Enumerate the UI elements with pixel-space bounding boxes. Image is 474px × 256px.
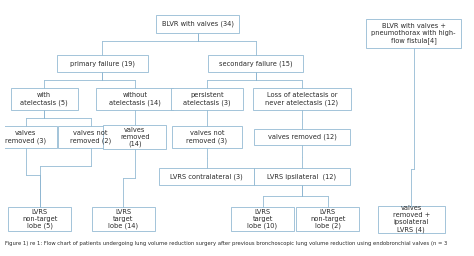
FancyBboxPatch shape: [208, 55, 303, 72]
Text: LVRS
target
lobe (14): LVRS target lobe (14): [108, 209, 138, 229]
Text: primary failure (19): primary failure (19): [70, 60, 135, 67]
Text: BLVR with valves +
pneumothorax with high-
flow fistula[4]: BLVR with valves + pneumothorax with hig…: [371, 23, 456, 44]
FancyBboxPatch shape: [296, 207, 359, 231]
Text: LVRS contralateral (3): LVRS contralateral (3): [171, 173, 243, 180]
FancyBboxPatch shape: [171, 88, 243, 110]
Text: valves
removed
(14): valves removed (14): [120, 127, 150, 147]
Text: LVRS
target
lobe (10): LVRS target lobe (10): [247, 209, 278, 229]
Text: Figure 1) re 1: Flow chart of patients undergoing lung volume reduction surgery : Figure 1) re 1: Flow chart of patients u…: [5, 241, 447, 246]
Text: valves not
removed (2): valves not removed (2): [70, 130, 111, 144]
FancyBboxPatch shape: [57, 55, 147, 72]
FancyBboxPatch shape: [58, 126, 123, 148]
FancyBboxPatch shape: [92, 207, 155, 231]
FancyBboxPatch shape: [172, 126, 242, 148]
Text: valves not
removed (3): valves not removed (3): [186, 130, 228, 144]
Text: LVRS ipsilateral  (12): LVRS ipsilateral (12): [267, 173, 337, 180]
Text: with
atelectasis (5): with atelectasis (5): [20, 92, 68, 106]
FancyBboxPatch shape: [377, 206, 445, 233]
Text: without
atelectasis (14): without atelectasis (14): [109, 92, 161, 106]
FancyBboxPatch shape: [231, 207, 294, 231]
Text: LVRS
non-target
lobe (2): LVRS non-target lobe (2): [310, 209, 345, 229]
Text: LVRS
non-target
lobe (5): LVRS non-target lobe (5): [22, 209, 57, 229]
Text: persistent
atelectasis (3): persistent atelectasis (3): [183, 92, 231, 106]
Text: secondary failure (15): secondary failure (15): [219, 60, 292, 67]
FancyBboxPatch shape: [255, 129, 350, 145]
Text: valves
removed (3): valves removed (3): [5, 130, 46, 144]
FancyBboxPatch shape: [0, 126, 57, 148]
FancyBboxPatch shape: [159, 168, 255, 185]
Text: valves removed (12): valves removed (12): [268, 134, 337, 140]
FancyBboxPatch shape: [253, 88, 351, 110]
FancyBboxPatch shape: [10, 88, 78, 110]
FancyBboxPatch shape: [103, 125, 166, 149]
Text: BLVR with valves (34): BLVR with valves (34): [162, 21, 234, 27]
FancyBboxPatch shape: [155, 15, 239, 33]
Text: Loss of atelectasis or
never atelectasis (12): Loss of atelectasis or never atelectasis…: [265, 92, 338, 106]
FancyBboxPatch shape: [366, 19, 461, 48]
Text: valves
removed +
ipsolateral
LVRS (4): valves removed + ipsolateral LVRS (4): [392, 206, 430, 233]
FancyBboxPatch shape: [255, 168, 350, 185]
FancyBboxPatch shape: [97, 88, 173, 110]
FancyBboxPatch shape: [8, 207, 71, 231]
